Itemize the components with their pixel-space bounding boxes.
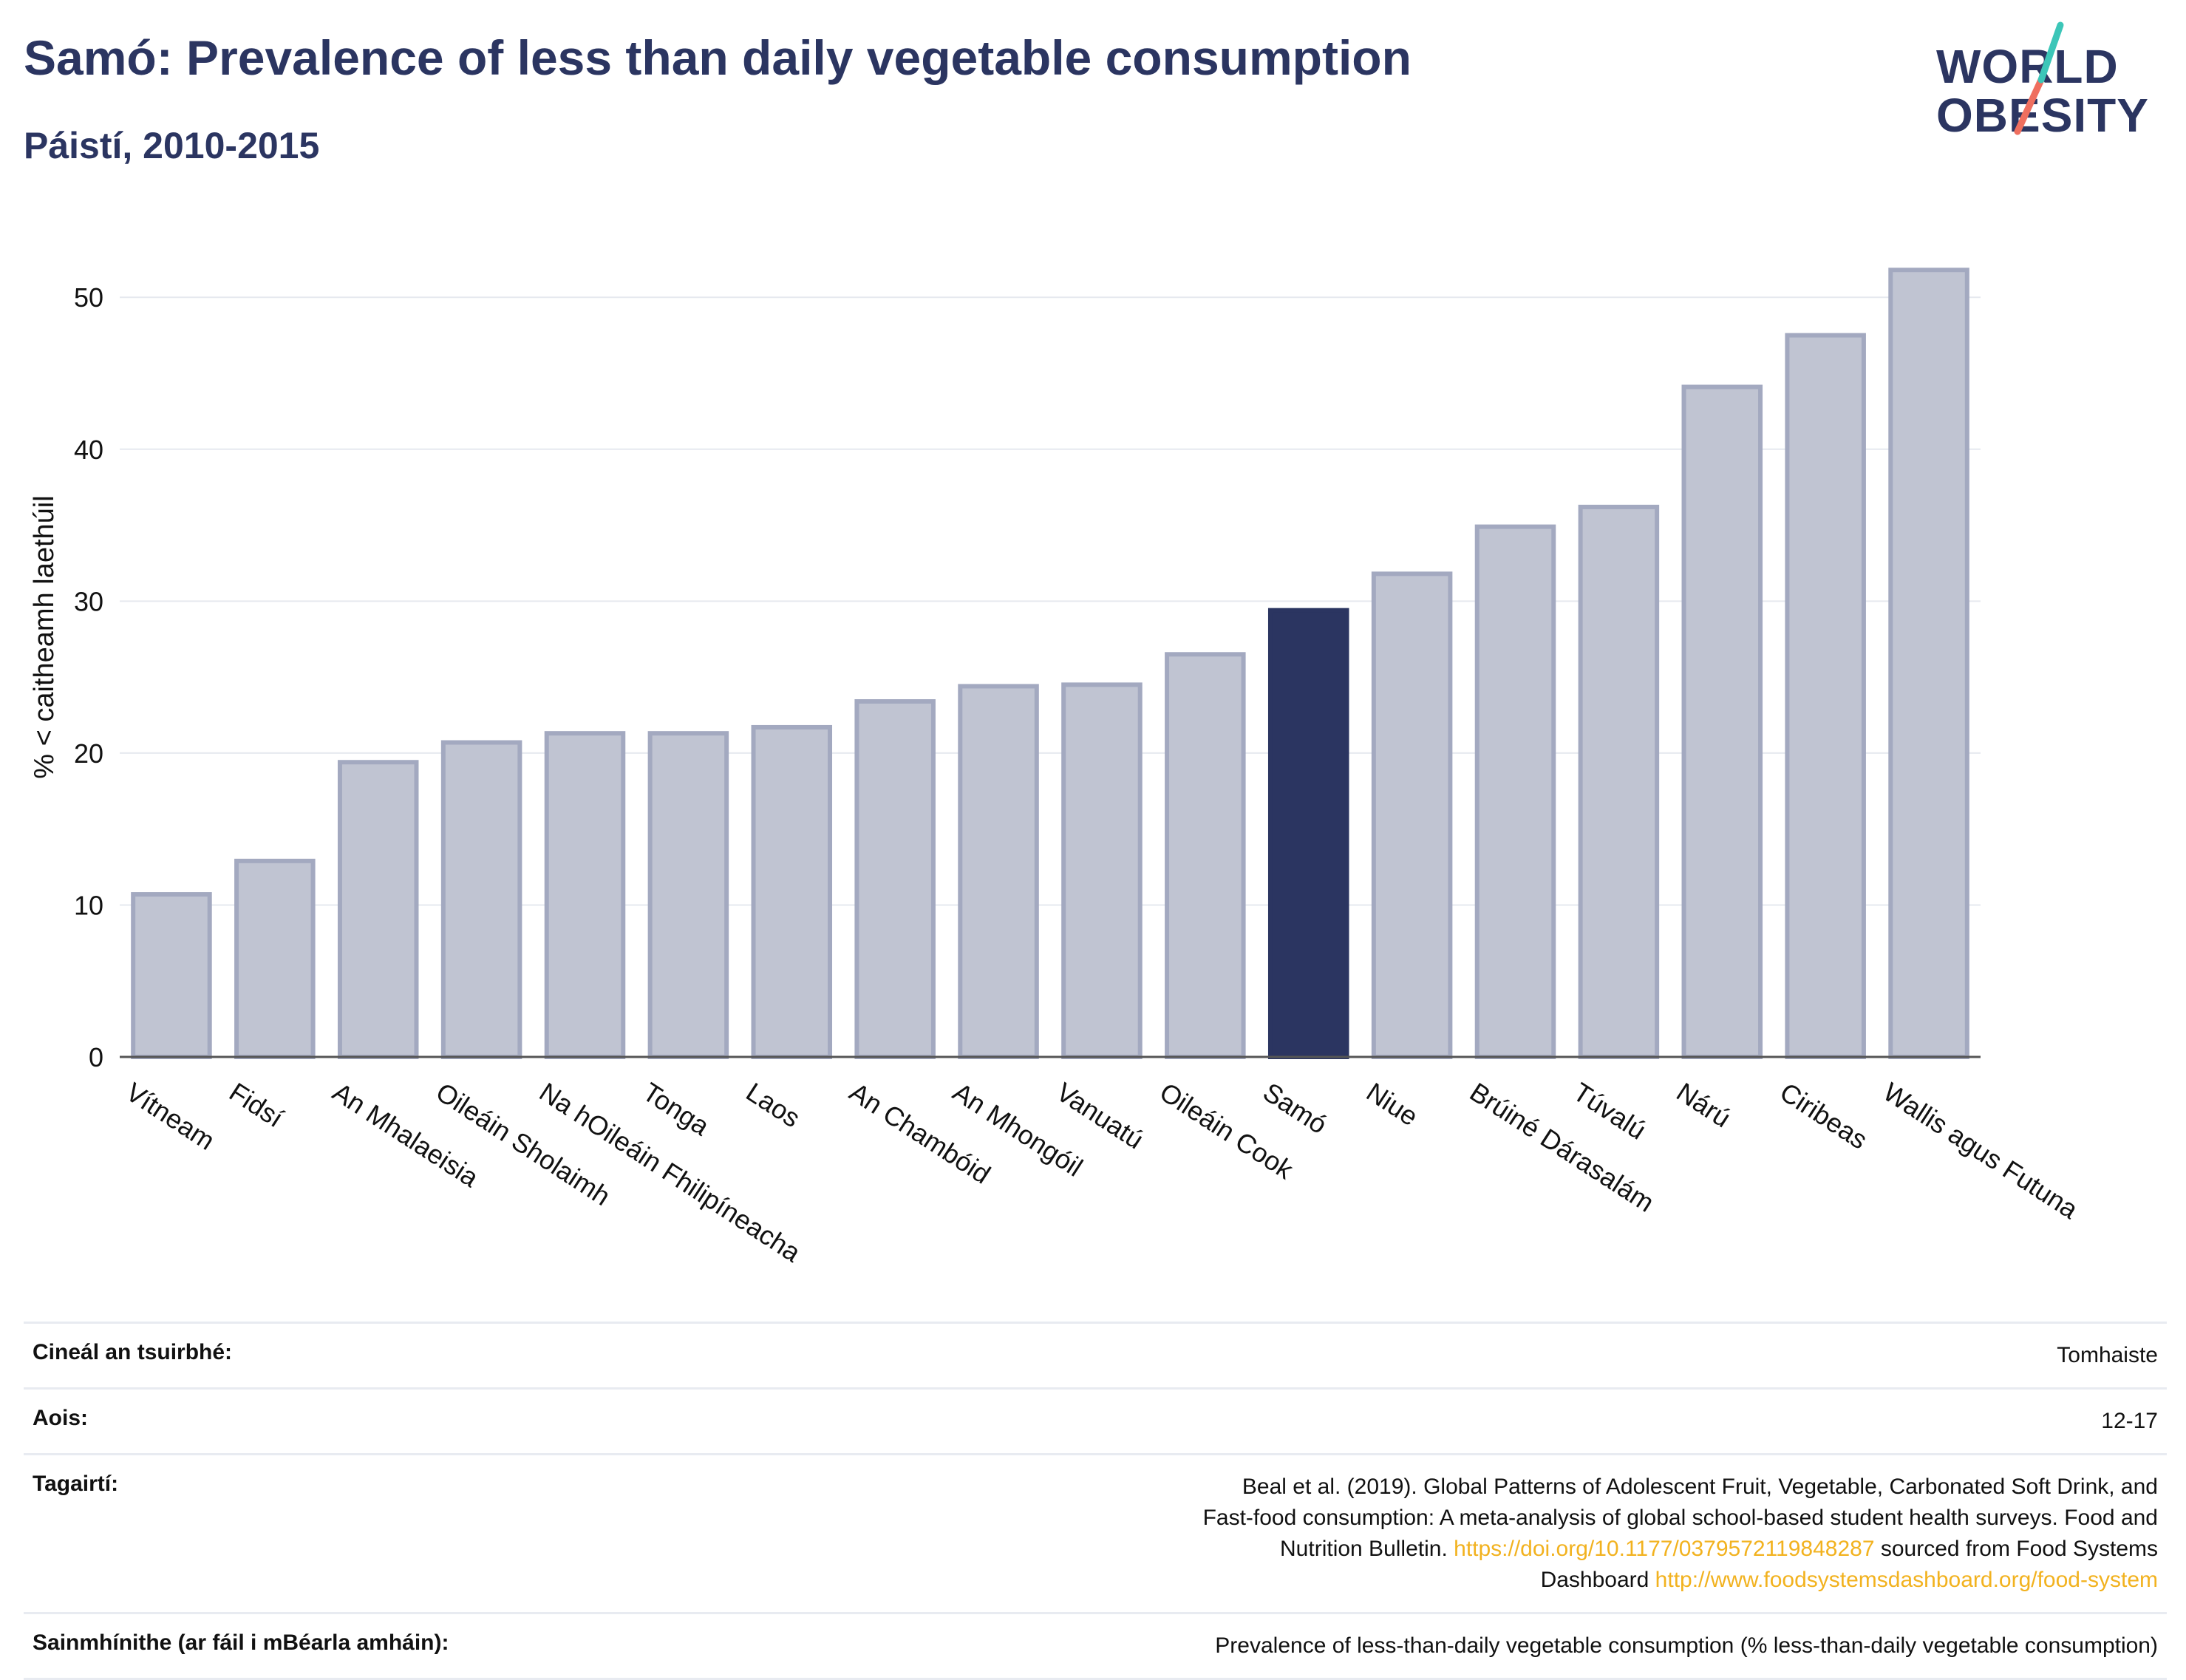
- bar: [1061, 682, 1143, 1060]
- grid-lines: [120, 296, 1981, 906]
- info-row-survey-type: Cineál an tsuirbhé: Tomhaiste: [24, 1322, 2167, 1389]
- y-axis-ticks: 0 10 20 30 40 50: [74, 282, 103, 1072]
- bar: [1578, 504, 1660, 1059]
- x-tick-label: Oileáin Sholaimh: [431, 1076, 616, 1211]
- bar: [1681, 384, 1763, 1059]
- x-tick-label: Laos: [741, 1076, 806, 1133]
- bar: [854, 699, 936, 1059]
- food-systems-link[interactable]: http://www.foodsystemsdashboard.org/food…: [1655, 1568, 2158, 1592]
- y-tick-label: 40: [74, 435, 103, 465]
- page-title: Samó: Prevalence of less than daily vege…: [24, 30, 1412, 85]
- x-tick-label: Tonga: [638, 1076, 715, 1141]
- bar: [337, 760, 419, 1059]
- x-tick-label: Nárú: [1672, 1076, 1737, 1133]
- x-tick-label: Fidsí: [224, 1076, 289, 1133]
- bar: [958, 684, 1039, 1059]
- bar: [1888, 268, 1969, 1060]
- y-tick-label: 50: [74, 282, 103, 313]
- reference-text: Beal et al. (2019). Global Patterns of A…: [1202, 1475, 2158, 1561]
- x-tick-label: Wallis agus Futuna: [1878, 1076, 2084, 1225]
- x-tick-label: Ciribeas: [1774, 1076, 1873, 1154]
- y-tick-label: 30: [74, 586, 103, 616]
- bar: [751, 724, 833, 1059]
- logo-word-world: WORLD: [1936, 40, 2119, 93]
- info-value: 12-17: [633, 1387, 2167, 1455]
- info-row-definitions: Sainmhínithe (ar fáil i mBéarla amháin):…: [24, 1612, 2167, 1680]
- x-tick-label: Túvalú: [1568, 1076, 1652, 1145]
- bar: [1165, 652, 1246, 1059]
- y-tick-label: 10: [74, 890, 103, 920]
- info-table: Cineál an tsuirbhé: Tomhaiste Aois: 12-1…: [24, 1322, 2167, 1680]
- info-value-references: Beal et al. (2019). Global Patterns of A…: [633, 1453, 2167, 1613]
- y-tick-label: 20: [74, 738, 103, 769]
- bar: [131, 892, 212, 1059]
- bar: [1474, 524, 1556, 1059]
- bar: [1371, 571, 1453, 1059]
- logo-word-obesity: OBESITY: [1936, 89, 2149, 142]
- bar: [234, 858, 316, 1060]
- world-obesity-logo: WORLD OBESITY: [1929, 21, 2173, 154]
- info-label: Cineál an tsuirbhé:: [24, 1322, 633, 1389]
- x-tick-label: Niue: [1361, 1076, 1423, 1132]
- bars: [131, 268, 1969, 1060]
- y-tick-label: 0: [89, 1042, 103, 1072]
- info-label: Aois:: [24, 1387, 633, 1455]
- y-axis-label: % < caitheamh laethúil: [29, 495, 60, 778]
- bar: [647, 731, 729, 1060]
- x-tick-label: Vítneam: [120, 1076, 220, 1155]
- info-row-age: Aois: 12-17: [24, 1387, 2167, 1455]
- bar-highlighted: [1267, 608, 1349, 1059]
- page-subtitle: Páistí, 2010-2015: [24, 125, 320, 166]
- info-row-references: Tagairtí: Beal et al. (2019). Global Pat…: [24, 1453, 2167, 1613]
- x-tick-label: Brúiné Dárasalám: [1465, 1076, 1660, 1217]
- info-value: Tomhaiste: [633, 1322, 2167, 1389]
- logo-slash-icon: [2014, 21, 2064, 135]
- reference-source-text: sourced from Food Systems Dashboard: [1540, 1537, 2158, 1592]
- info-value: Prevalence of less-than-daily vegetable …: [633, 1612, 2167, 1680]
- bar-chart: 0 10 20 30 40 50 Vítneam Fidsí An MhalaeisiaOil…: [29, 268, 2084, 1268]
- bar: [544, 731, 626, 1060]
- info-label: Sainmhínithe (ar fáil i mBéarla amháin):: [24, 1612, 633, 1680]
- bar: [440, 740, 522, 1059]
- x-tick-label: Samó: [1258, 1076, 1332, 1140]
- doi-link[interactable]: https://doi.org/10.1177/0379572119848287: [1454, 1537, 1875, 1561]
- bar: [1785, 333, 1866, 1060]
- info-label: Tagairtí:: [24, 1453, 633, 1613]
